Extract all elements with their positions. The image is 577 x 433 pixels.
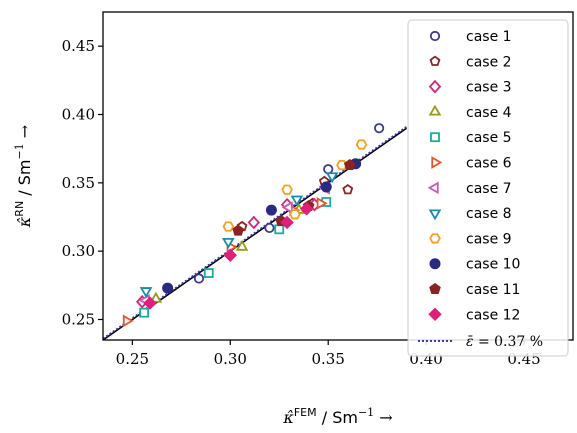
x-axis-label: κ̂FEM / Sm−1 →	[282, 406, 392, 427]
data-point-case-9	[222, 221, 235, 232]
data-point-case-4	[235, 239, 249, 251]
x-axis-arrow: →	[374, 408, 393, 427]
data-point-case-7	[281, 201, 293, 214]
data-point-case-10	[162, 282, 174, 294]
legend-marker-case-1	[429, 30, 441, 42]
legend-label-case-9: case 9	[466, 231, 512, 247]
y-axis-sup: RN	[13, 201, 26, 217]
legend-fit-eq: = 0.37 %	[474, 334, 544, 350]
data-point-case-9	[289, 209, 301, 220]
data-point-case-8	[139, 287, 153, 299]
x-axis-unit: / Sm	[317, 408, 358, 427]
y-tick-label: 0.35	[62, 174, 95, 192]
x-tick-label: 0.35	[312, 350, 345, 368]
legend-marker-case-7	[427, 181, 439, 195]
legend-entries: case 1 case 2 case 3 case 4 case 5 case 6 case…	[427, 29, 520, 323]
legend-label-case-11: case 11	[466, 282, 520, 298]
x-tick-label: 0.30	[214, 350, 247, 368]
legend-label-case-8: case 8	[466, 206, 512, 222]
data-point-case-10	[320, 181, 332, 193]
data-point-case-8	[290, 195, 304, 207]
y-axis-label: κ̂RN / Sm−1 →	[13, 125, 34, 228]
legend-marker-case-6	[431, 156, 443, 169]
legend: case 1 case 2 case 3 case 4 case 5 case 6 case…	[407, 19, 569, 357]
legend-box	[407, 19, 569, 357]
legend-marker-case-4	[428, 104, 442, 116]
data-point-case-10	[265, 204, 277, 216]
legend-label-case-2: case 2	[466, 54, 512, 70]
legend-marker-case-5	[430, 132, 440, 143]
legend-marker-case-10	[429, 258, 441, 270]
y-tick-label: 0.45	[62, 37, 95, 55]
plot-frame	[102, 11, 574, 341]
data-point-case-5	[203, 268, 214, 278]
legend-marker-case-2	[429, 55, 441, 66]
data-point-case-8	[222, 237, 235, 249]
y-tick-label: 0.40	[62, 106, 95, 124]
data-points	[122, 123, 385, 328]
data-point-case-2	[342, 183, 354, 195]
legend-label-case-4: case 4	[466, 105, 512, 121]
x-axis-exp: −1	[358, 406, 374, 419]
x-axis-sup: FEM	[294, 406, 317, 419]
data-point-case-1	[374, 123, 385, 134]
legend-marker-case-8	[428, 209, 442, 221]
legend-label-case-3: case 3	[466, 80, 512, 96]
data-point-case-4	[149, 291, 163, 303]
y-axis-symbol: κ̂	[15, 216, 34, 228]
data-point-case-3	[247, 215, 261, 230]
x-axis-symbol: κ̂	[282, 408, 294, 427]
x-tick-label: 0.25	[116, 350, 149, 368]
data-point-case-11	[343, 158, 356, 171]
data-point-case-5	[139, 307, 150, 318]
data-point-case-12	[280, 215, 294, 230]
data-point-case-1	[323, 164, 334, 175]
legend-label-case-12: case 12	[466, 307, 520, 323]
y-axis-exp: −1	[13, 143, 26, 159]
legend-label-case-6: case 6	[466, 156, 512, 172]
legend-label-case-7: case 7	[466, 181, 512, 197]
legend-marker-case-9	[429, 233, 441, 244]
y-tick-label: 0.25	[62, 311, 95, 329]
legend-marker-case-11	[429, 282, 441, 294]
legend-label-case-1: case 1	[466, 29, 512, 45]
legend-label-case-5: case 5	[466, 130, 512, 146]
legend-fit-label: ε̄ = 0.37 %	[466, 334, 543, 350]
data-point-case-9	[281, 184, 293, 195]
data-point-case-6	[316, 197, 328, 210]
y-axis-arrow: →	[15, 125, 34, 144]
data-point-case-12	[143, 296, 157, 310]
data-point-case-8	[325, 172, 339, 184]
data-point-case-5	[274, 224, 285, 235]
legend-marker-case-3	[428, 79, 442, 94]
legend-marker-case-12	[428, 307, 442, 322]
data-point-case-9	[355, 139, 368, 150]
y-axis-unit: / Sm	[15, 160, 34, 201]
data-point-case-1	[193, 273, 205, 284]
legend-fit-symbol: ε̄	[466, 334, 474, 350]
data-point-case-11	[232, 224, 244, 236]
data-point-case-12	[223, 248, 237, 262]
y-tick-label: 0.30	[62, 242, 95, 260]
data-point-case-6	[122, 314, 134, 328]
legend-label-case-10: case 10	[466, 257, 520, 273]
data-point-case-1	[264, 222, 275, 234]
data-point-case-12	[299, 202, 314, 216]
